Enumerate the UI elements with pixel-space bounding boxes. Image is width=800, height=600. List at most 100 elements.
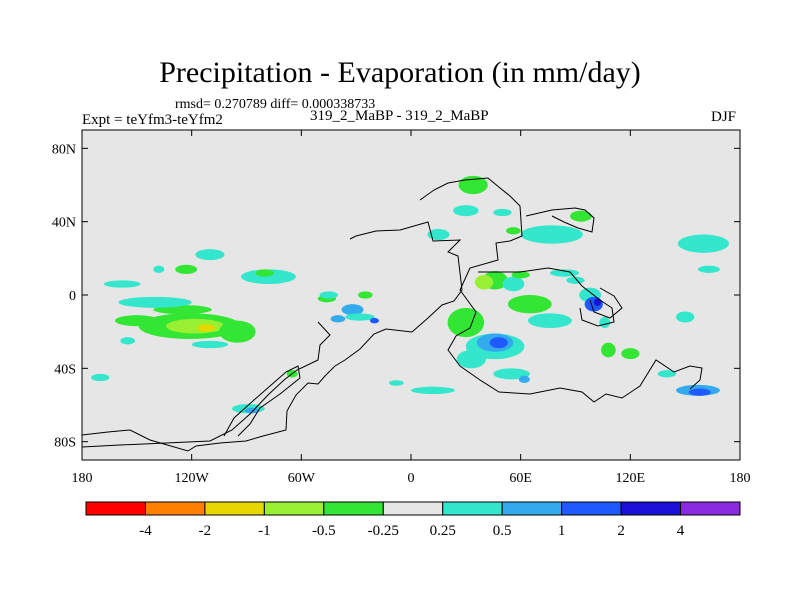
field-blob-57 xyxy=(676,311,695,323)
plot-background xyxy=(82,130,740,460)
field-blob-32 xyxy=(518,375,530,384)
field-blob-36 xyxy=(507,295,552,314)
colorbar-level-label: 1 xyxy=(558,523,566,539)
run-label: 319_2_MaBP - 319_2_MaBP xyxy=(310,108,489,124)
field-blob-7 xyxy=(191,340,229,349)
x-tick-label: 120E xyxy=(616,471,646,486)
colorbar-level-label: -0.5 xyxy=(312,523,336,539)
field-blob-37 xyxy=(527,313,572,328)
y-tick-label: 0 xyxy=(69,289,76,304)
continent-outlines xyxy=(81,177,703,452)
y-tick-label: 80S xyxy=(54,436,76,451)
x-tick-label: 60E xyxy=(509,471,532,486)
season-label: DJF xyxy=(711,109,737,125)
x-tick-label: 60W xyxy=(288,471,316,486)
colorbar-swatch-0 xyxy=(85,501,146,516)
coastline-peninsula xyxy=(81,321,331,448)
field-blob-10 xyxy=(175,264,198,274)
field-blob-2 xyxy=(197,324,216,332)
field-contours xyxy=(91,175,730,414)
field-blob-29 xyxy=(489,337,508,349)
field-blob-48 xyxy=(427,229,450,240)
field-blob-41 xyxy=(566,276,585,285)
colorbar-level-label: 2 xyxy=(617,523,625,539)
colorbar-swatch-1 xyxy=(144,501,206,516)
field-blob-49 xyxy=(601,342,616,358)
colorbar: -4 -2 -1 -0.5 -0.25 0.25 0.5 1 2 4 xyxy=(85,501,741,539)
colorbar-swatch-10 xyxy=(680,501,741,516)
field-blob-20 xyxy=(345,313,375,321)
field-blob-3 xyxy=(114,315,159,327)
field-blob-11 xyxy=(153,265,165,274)
field-blob-52 xyxy=(697,265,720,274)
field-blob-58 xyxy=(389,380,404,386)
field-blob-34 xyxy=(474,274,494,290)
y-axis: 80N 40N 0 40S 80S xyxy=(52,142,740,451)
colorbar-level-label: -4 xyxy=(139,523,152,539)
field-blob-21 xyxy=(330,315,346,323)
field-blob-6 xyxy=(118,296,192,308)
field-blob-54 xyxy=(688,388,711,396)
colorbar-swatch-6 xyxy=(442,501,503,516)
colorbar-swatch-2 xyxy=(204,501,265,516)
x-tick-label: 180 xyxy=(72,471,93,486)
field-blob-25 xyxy=(357,291,373,299)
x-tick-label: 120W xyxy=(175,471,210,486)
coastline-eurasia-africa xyxy=(419,177,703,403)
field-blob-12 xyxy=(241,269,296,284)
field-blob-17 xyxy=(244,407,260,414)
colorbar-level-label: 4 xyxy=(677,523,685,539)
colorbar-swatch-9 xyxy=(620,501,682,516)
y-tick-label: 40N xyxy=(52,216,76,231)
y-tick-label: 80N xyxy=(52,142,76,157)
field-blob-50 xyxy=(599,317,611,328)
coastline-arabia-india xyxy=(478,267,615,327)
field-blob-47 xyxy=(506,227,521,235)
field-blob-56 xyxy=(621,348,640,360)
field-blob-45 xyxy=(453,205,479,217)
field-blob-15 xyxy=(91,373,110,382)
field-blob-40 xyxy=(593,298,602,307)
coastline-east-asia xyxy=(525,207,595,233)
field-blob-55 xyxy=(657,370,677,378)
field-blob-51 xyxy=(677,234,730,253)
field-blob-59 xyxy=(411,386,455,395)
colorbar-level-label: -1 xyxy=(258,523,271,539)
coastline-antarctic-peninsula xyxy=(223,365,301,437)
colorbar-level-label: -2 xyxy=(199,523,212,539)
x-tick-label: 180 xyxy=(730,471,751,486)
colorbar-swatch-7 xyxy=(501,501,563,516)
field-blob-60 xyxy=(511,271,530,279)
colorbar-swatch-3 xyxy=(263,501,325,516)
field-blob-5 xyxy=(219,320,256,343)
field-blob-30 xyxy=(456,350,486,369)
field-blob-9 xyxy=(195,249,225,261)
coastline-maritime-continent xyxy=(589,287,623,319)
colorbar-swatch-4 xyxy=(323,501,384,516)
x-tick-label: 0 xyxy=(408,471,415,486)
field-blob-1 xyxy=(166,318,225,334)
x-axis: 180 120W 60W 0 60E 120E 180 xyxy=(72,130,751,486)
field-blob-43 xyxy=(570,210,592,222)
field-blob-31 xyxy=(493,368,530,380)
field-blob-8 xyxy=(120,337,136,345)
stats-line: rmsd= 0.270789 diff= 0.000338733 xyxy=(175,97,376,112)
y-tick-label: 40S xyxy=(54,362,76,377)
field-blob-35 xyxy=(502,276,525,292)
field-blob-13 xyxy=(255,269,274,277)
field-blob-19 xyxy=(341,304,364,316)
experiment-label: Expt = teYfm3-teYfm2 xyxy=(82,112,223,128)
field-blob-24 xyxy=(319,291,338,299)
field-blob-26 xyxy=(447,307,485,338)
colorbar-swatch-8 xyxy=(561,501,622,516)
chart-title: Precipitation - Evaporation (in mm/day) xyxy=(159,56,641,89)
colorbar-level-label: -0.25 xyxy=(368,523,399,539)
coastline-south-america xyxy=(81,221,463,452)
field-blob-46 xyxy=(493,208,512,217)
field-blob-42 xyxy=(520,225,583,244)
field-blob-22 xyxy=(369,317,380,324)
colorbar-level-label: 0.5 xyxy=(493,523,512,539)
colorbar-level-label: 0.25 xyxy=(430,523,456,539)
field-blob-61 xyxy=(549,269,580,277)
